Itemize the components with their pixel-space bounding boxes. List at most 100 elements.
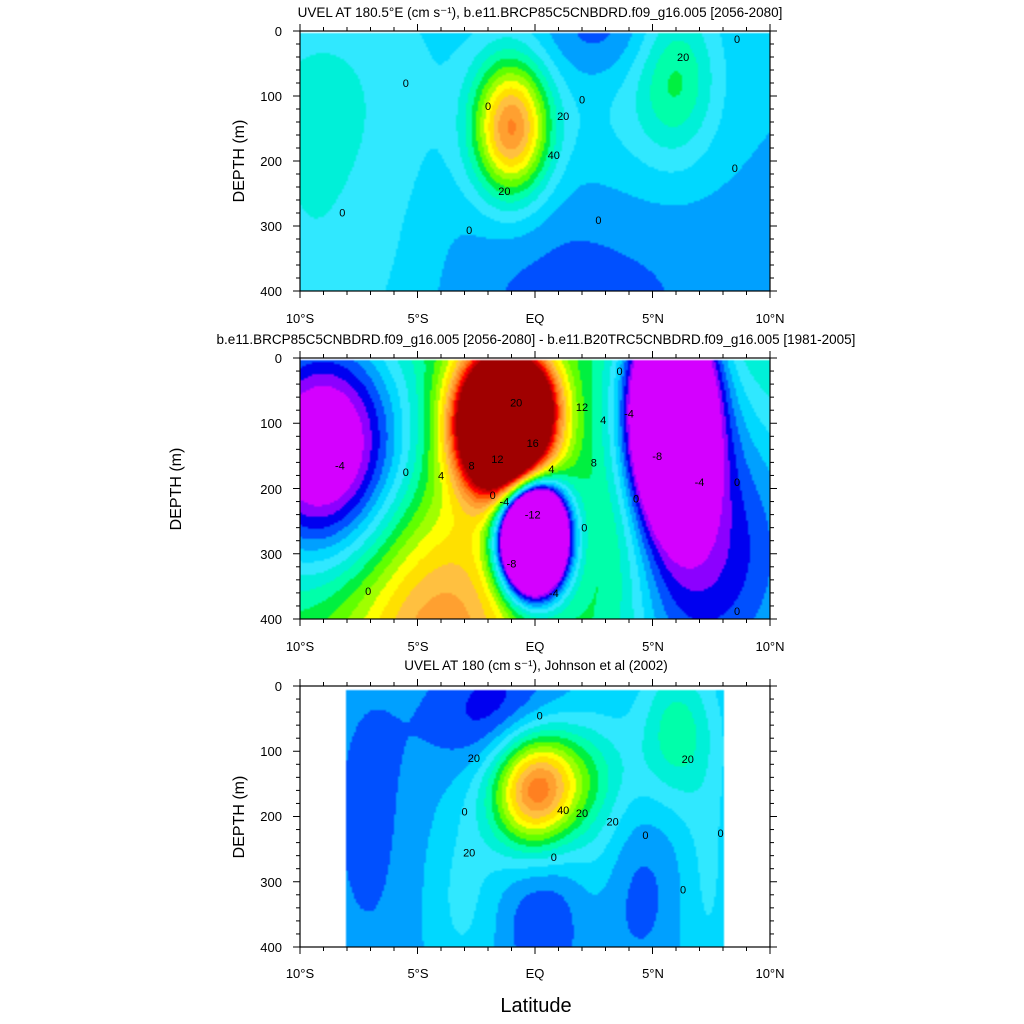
panel-1-y-tick-0: 0 <box>275 24 282 39</box>
panel-2-x-tick-0: 10°S <box>286 639 315 654</box>
panel-2-x-tick-3: 5°N <box>642 639 664 654</box>
panel-2-contour-label-23: 0 <box>734 477 740 489</box>
panel-2-contour-label-16: 0 <box>581 523 587 535</box>
panel-3-contour-label-7: 0 <box>551 852 557 864</box>
panel-2-y-tick-3: 300 <box>260 547 282 562</box>
panel-2-contour-label-12: -4 <box>500 497 510 509</box>
panel-1-y-tick-3: 300 <box>260 219 282 234</box>
panel-3-y-axis-label: DEPTH (m) <box>231 776 248 859</box>
panel-2-contour-label-13: -12 <box>525 510 541 522</box>
panel-1-x-tick-1: 5°S <box>407 311 428 326</box>
panel-1-x-tick-2: EQ <box>526 311 545 326</box>
panel-2-contour-label-0: -4 <box>335 461 345 473</box>
panel-1-y-tick-2: 200 <box>260 154 282 169</box>
panel-3-y-tick-3: 300 <box>260 875 282 890</box>
panel-3-x-tick-3: 5°N <box>642 966 664 981</box>
panel-3-x-tick-2: EQ <box>526 966 545 981</box>
panel-1-contour-label-10: 0 <box>466 225 472 237</box>
panel-1-contour-label-11: 0 <box>339 207 345 219</box>
x-axis-label: Latitude <box>500 995 571 1017</box>
panel-2-contour-label-10: 4 <box>548 464 554 476</box>
panel-3-y-tick-0: 0 <box>275 679 282 694</box>
panel-2-ticks <box>293 351 777 626</box>
panel-1-contour-label-6: 20 <box>677 52 689 64</box>
panel-1-contour-label-9: 0 <box>595 215 601 227</box>
panel-3-contour-label-10: 0 <box>718 828 724 840</box>
panel-1-contour-label-7: 0 <box>734 34 740 46</box>
panel-1-contour-label-5: 0 <box>579 95 585 107</box>
panel-2-contour-label-18: 0 <box>617 366 623 378</box>
panel-1-contour-label-2: 20 <box>498 186 510 198</box>
panel-2-y-tick-0: 0 <box>275 351 282 366</box>
panel-2: b.e11.BRCP85C5CNBDRD.f09_g16.005 [2056-2… <box>168 332 855 654</box>
panel-2-x-tick-4: 10°N <box>755 639 784 654</box>
panel-3-contour-label-2: 0 <box>461 806 467 818</box>
panel-2-x-tick-1: 5°S <box>407 639 428 654</box>
panel-1-ticks <box>293 24 777 298</box>
panel-3-x-tick-1: 5°S <box>407 966 428 981</box>
panel-2-contour-label-6: 20 <box>510 397 522 409</box>
panel-3-x-tick-0: 10°S <box>286 966 315 981</box>
panel-2-x-tick-2: EQ <box>526 639 545 654</box>
panel-2-contour-label-20: -8 <box>652 451 662 463</box>
panel-2-contour-label-8: 8 <box>591 457 597 469</box>
panel-2-contour-label-15: -4 <box>549 588 559 600</box>
panel-3-y-tick-4: 400 <box>260 940 282 955</box>
panel-2-contour-labels: -4 0 4 8 12 16 20 12 8 4 4 0 -4 -12 -8 -4 0 0 0 -4 -8 -4 0 0 0 <box>335 366 740 618</box>
panel-3-contour-labels: 0 20 0 20 40 20 20 0 0 20 0 0 <box>461 710 723 896</box>
panel-2-contour-label-7: 12 <box>576 402 588 414</box>
panel-1-plot-area: 0 0 20 20 40 0 20 0 0 0 0 0 <box>300 31 770 291</box>
panel-3-contour-label-0: 0 <box>537 710 543 722</box>
panel-1-contour-label-0: 0 <box>403 78 409 90</box>
panel-3-contour-label-8: 0 <box>642 830 648 842</box>
panel-2-contour-label-3: 8 <box>468 461 474 473</box>
panel-1-contour-label-8: 0 <box>732 163 738 175</box>
panel-3-title: UVEL AT 180 (cm s⁻¹), Johnson et al (200… <box>404 658 668 673</box>
panel-1-y-tick-1: 100 <box>260 89 282 104</box>
panel-3-contour-field <box>300 686 770 947</box>
panel-3-contour-label-11: 0 <box>680 885 686 897</box>
panel-1-x-tick-4: 10°N <box>755 311 784 326</box>
panel-2-contour-label-24: 0 <box>734 606 740 618</box>
panel-1-contour-label-1: 0 <box>485 101 491 113</box>
panel-3-y-tick-2: 200 <box>260 809 282 824</box>
panel-2-contour-label-22: 0 <box>633 493 639 505</box>
panel-3-contour-label-6: 20 <box>606 817 618 829</box>
panel-1-contour-labels: 0 0 20 20 40 0 20 0 0 0 0 0 <box>339 34 740 237</box>
panel-1-contour-field <box>300 31 770 291</box>
panel-2-title: b.e11.BRCP85C5CNBDRD.f09_g16.005 [2056-2… <box>217 332 856 347</box>
panel-2-contour-label-14: -8 <box>507 559 517 571</box>
panel-2-plot-area: -4 0 4 8 12 16 20 12 8 4 4 0 -4 -12 -8 -4 0 0 0 -4 -8 -4 0 0 0 <box>300 358 770 619</box>
panel-2-y-tick-1: 100 <box>260 416 282 431</box>
panel-2-contour-label-1: 0 <box>403 467 409 479</box>
panel-1-y-tick-4: 400 <box>260 284 282 299</box>
panel-1-x-tick-3: 5°N <box>642 311 664 326</box>
panel-2-contour-label-21: -4 <box>695 477 705 489</box>
panel-2-contour-label-4: 12 <box>491 454 503 466</box>
panel-2-contour-label-19: -4 <box>624 409 634 421</box>
panel-1-y-axis-label: DEPTH (m) <box>231 120 248 203</box>
panel-2-contour-label-17: 0 <box>365 586 371 598</box>
panel-3-x-tick-4: 10°N <box>755 966 784 981</box>
panel-1-contour-label-4: 40 <box>548 150 560 162</box>
panel-3-contour-label-5: 20 <box>576 808 588 820</box>
panel-2-y-tick-2: 200 <box>260 482 282 497</box>
panel-2-y-tick-4: 400 <box>260 612 282 627</box>
panel-3-contour-label-3: 20 <box>463 847 475 859</box>
panel-3: UVEL AT 180 (cm s⁻¹), Johnson et al (200… <box>231 658 785 1017</box>
panel-3-contour-label-4: 40 <box>557 805 569 817</box>
panel-1-title: UVEL AT 180.5°E (cm s⁻¹), b.e11.BRCP85C5… <box>298 5 783 20</box>
panel-1-x-tick-0: 10°S <box>286 311 315 326</box>
panel-3-y-tick-1: 100 <box>260 744 282 759</box>
panel-2-y-axis-label: DEPTH (m) <box>168 448 185 531</box>
panel-3-plot-area: 0 20 0 20 40 20 20 0 0 20 0 0 <box>300 686 770 947</box>
panel-1-contour-label-3: 20 <box>557 111 569 123</box>
panel-3-contour-label-1: 20 <box>468 753 480 765</box>
panel-1: UVEL AT 180.5°E (cm s⁻¹), b.e11.BRCP85C5… <box>231 5 785 326</box>
panel-2-contour-field <box>300 358 770 619</box>
panel-2-contour-label-5: 16 <box>527 438 539 450</box>
panel-3-ticks <box>293 679 777 954</box>
panel-2-contour-label-2: 4 <box>438 471 444 483</box>
panel-2-contour-label-9: 4 <box>600 415 606 427</box>
